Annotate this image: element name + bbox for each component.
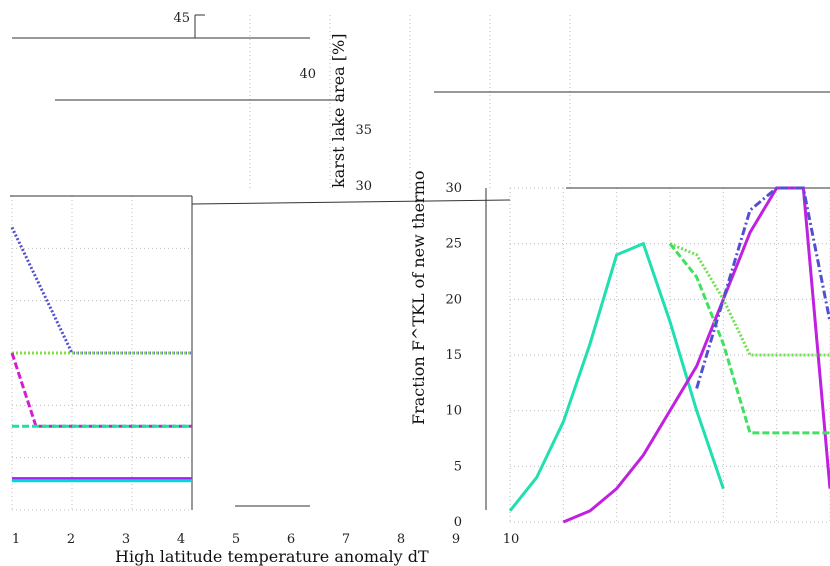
y-tick-label: 30: [355, 179, 372, 194]
x-tick-label: 8: [397, 532, 405, 547]
series-line: [668, 242, 830, 435]
x-tick-label: 3: [122, 532, 130, 547]
x-tick-label: 6: [287, 532, 295, 547]
series-line: [10, 352, 192, 428]
frame-line: [191, 199, 511, 205]
series-group: [10, 186, 830, 524]
y-axis-label-fraction: Fraction F^TKL of new thermo: [409, 170, 428, 425]
x-axis-label: High latitude temperature anomaly dT: [115, 547, 429, 566]
series-line: [669, 242, 830, 357]
y-tick-label: 35: [355, 123, 372, 138]
y-tick-label: 45: [173, 11, 190, 26]
x-tick-label: 4: [177, 532, 185, 547]
series-line: [695, 186, 830, 389]
x-tick-label: 9: [452, 532, 460, 547]
x-tick-label: 5: [232, 532, 240, 547]
y-tick-label: 40: [299, 67, 316, 82]
series-line: [10, 226, 192, 355]
x-tick-label: 7: [342, 532, 350, 547]
y-tick-label: 10: [445, 404, 462, 419]
y-tick-label: 15: [445, 348, 462, 363]
x-tick-label: 2: [67, 532, 75, 547]
y-tick-label: 0: [454, 515, 462, 530]
x-tick-label: 1: [12, 532, 20, 547]
y-tick-label: 30: [445, 181, 462, 196]
x-tick-label: 10: [503, 532, 520, 547]
y-tick-label: 5: [454, 459, 462, 474]
y-tick-label: 25: [445, 237, 462, 252]
y-tick-label: 20: [445, 292, 462, 307]
y-axis-label-karst: karst lake area [%]: [329, 34, 348, 188]
